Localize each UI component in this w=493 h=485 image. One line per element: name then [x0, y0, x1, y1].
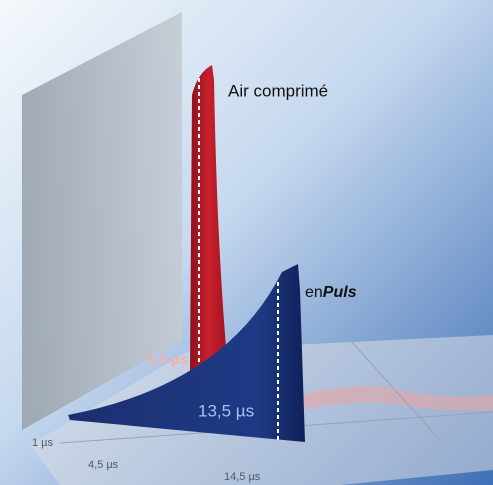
blue-duration: 13,5 µs — [198, 401, 254, 420]
air-label: Air comprimé — [228, 81, 328, 100]
illustration: Air comprimé enPuls 3,5 µs 13,5 µs 1 µs … — [0, 0, 493, 485]
enpuls-prefix: en — [305, 284, 323, 301]
axis-tick-label: 14,5 µs — [224, 471, 261, 483]
red-duration: 3,5 µs — [146, 351, 188, 368]
enpuls-label: enPuls — [305, 284, 357, 301]
enpuls-brand: Puls — [323, 284, 357, 301]
axis-tick-label: 4,5 µs — [88, 459, 119, 471]
axis-tick-label: 1 µs — [32, 437, 54, 449]
